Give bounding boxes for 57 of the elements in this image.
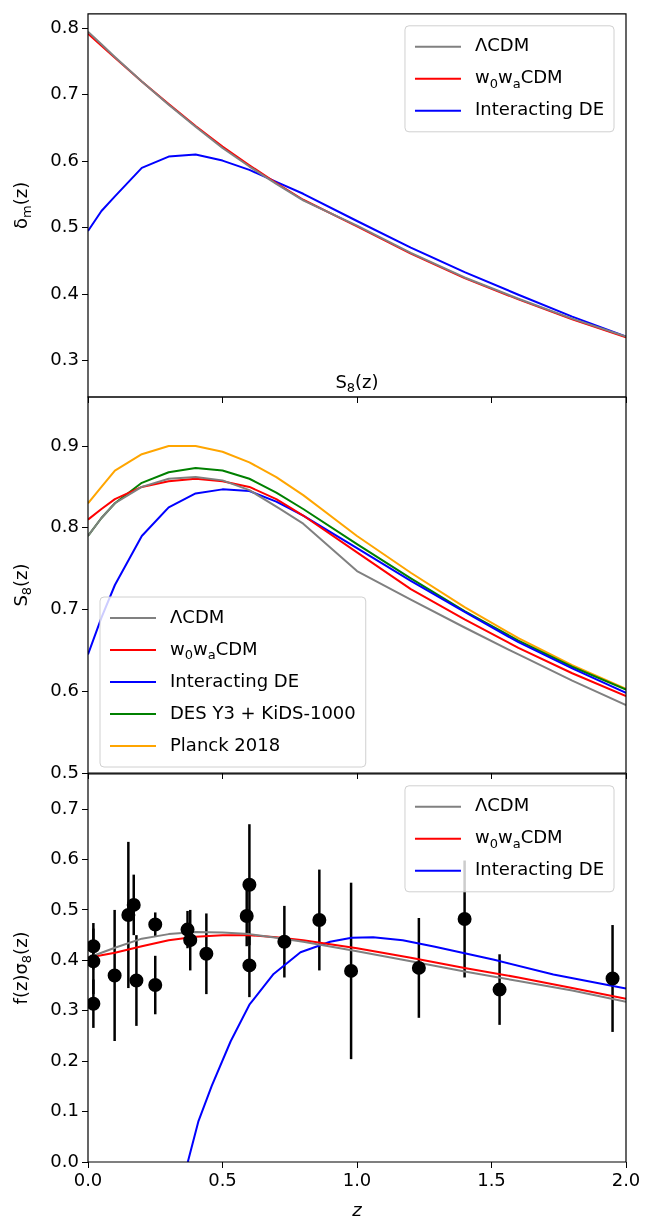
point xyxy=(242,958,257,973)
y-tick-label: 0.5 xyxy=(50,215,79,237)
point xyxy=(126,897,141,912)
y-tick-label: 0.4 xyxy=(50,948,79,970)
y-tick-label: 0.7 xyxy=(50,597,79,619)
y-tick-label: 0.7 xyxy=(50,796,79,818)
y-tick-label: 0.4 xyxy=(50,281,79,303)
y-tick-label: 0.3 xyxy=(50,348,79,370)
y-axis-title: δm(z) xyxy=(9,181,34,229)
point xyxy=(88,939,101,954)
point xyxy=(242,877,257,892)
point xyxy=(605,971,620,986)
point xyxy=(277,934,292,949)
legend-label: ΛCDM xyxy=(170,605,225,627)
y-tick-label: 0.6 xyxy=(50,678,79,700)
y-tick-label: 0.6 xyxy=(50,148,79,170)
y-tick-label: 0.5 xyxy=(50,760,79,782)
y-tick-label: 0.6 xyxy=(50,847,79,869)
y-tick-label: 0.8 xyxy=(50,515,79,537)
x-tick-label: 2.0 xyxy=(611,1169,641,1191)
x-tick-label: 1.5 xyxy=(477,1169,506,1191)
y-axis-title: f(z)σ8(z) xyxy=(9,931,34,1005)
point xyxy=(344,963,359,978)
point xyxy=(121,907,136,922)
point xyxy=(457,912,472,926)
y-tick-label: 0.5 xyxy=(50,897,79,919)
point xyxy=(312,913,327,928)
x-tick-label: 0.0 xyxy=(73,1169,103,1191)
y-axis-title: S8(z) xyxy=(9,563,34,607)
point xyxy=(411,960,426,975)
legend-label: Interacting DE xyxy=(170,669,300,691)
y-tick-label: 0.1 xyxy=(50,1099,79,1121)
legend-label: Interacting DE xyxy=(474,858,605,880)
point xyxy=(148,978,163,993)
legend-label: Planck 2018 xyxy=(170,733,281,755)
y-tick-label: 0.8 xyxy=(50,16,79,38)
legend-label: Interacting DE xyxy=(474,98,605,120)
point xyxy=(88,954,101,969)
point xyxy=(88,996,101,1011)
y-tick-label: 0.0 xyxy=(50,1149,79,1171)
point xyxy=(107,968,122,983)
point xyxy=(183,933,198,948)
point xyxy=(199,946,214,961)
point xyxy=(148,917,163,932)
y-tick-label: 0.2 xyxy=(50,1048,79,1070)
y-tick-label: 0.9 xyxy=(50,433,79,455)
point xyxy=(239,908,254,923)
x-tick-label: 1.0 xyxy=(342,1169,372,1191)
x-tick-label: 0.5 xyxy=(208,1169,237,1191)
legend-label: DES Y3 + KiDS-1000 xyxy=(170,701,356,723)
y-tick-label: 0.7 xyxy=(50,82,79,104)
legend-label: ΛCDM xyxy=(474,794,530,816)
legend-label: ΛCDM xyxy=(474,34,530,56)
point xyxy=(492,982,507,997)
y-tick-label: 0.3 xyxy=(50,998,79,1020)
x-axis-title: z xyxy=(351,1198,363,1220)
point xyxy=(129,973,144,988)
